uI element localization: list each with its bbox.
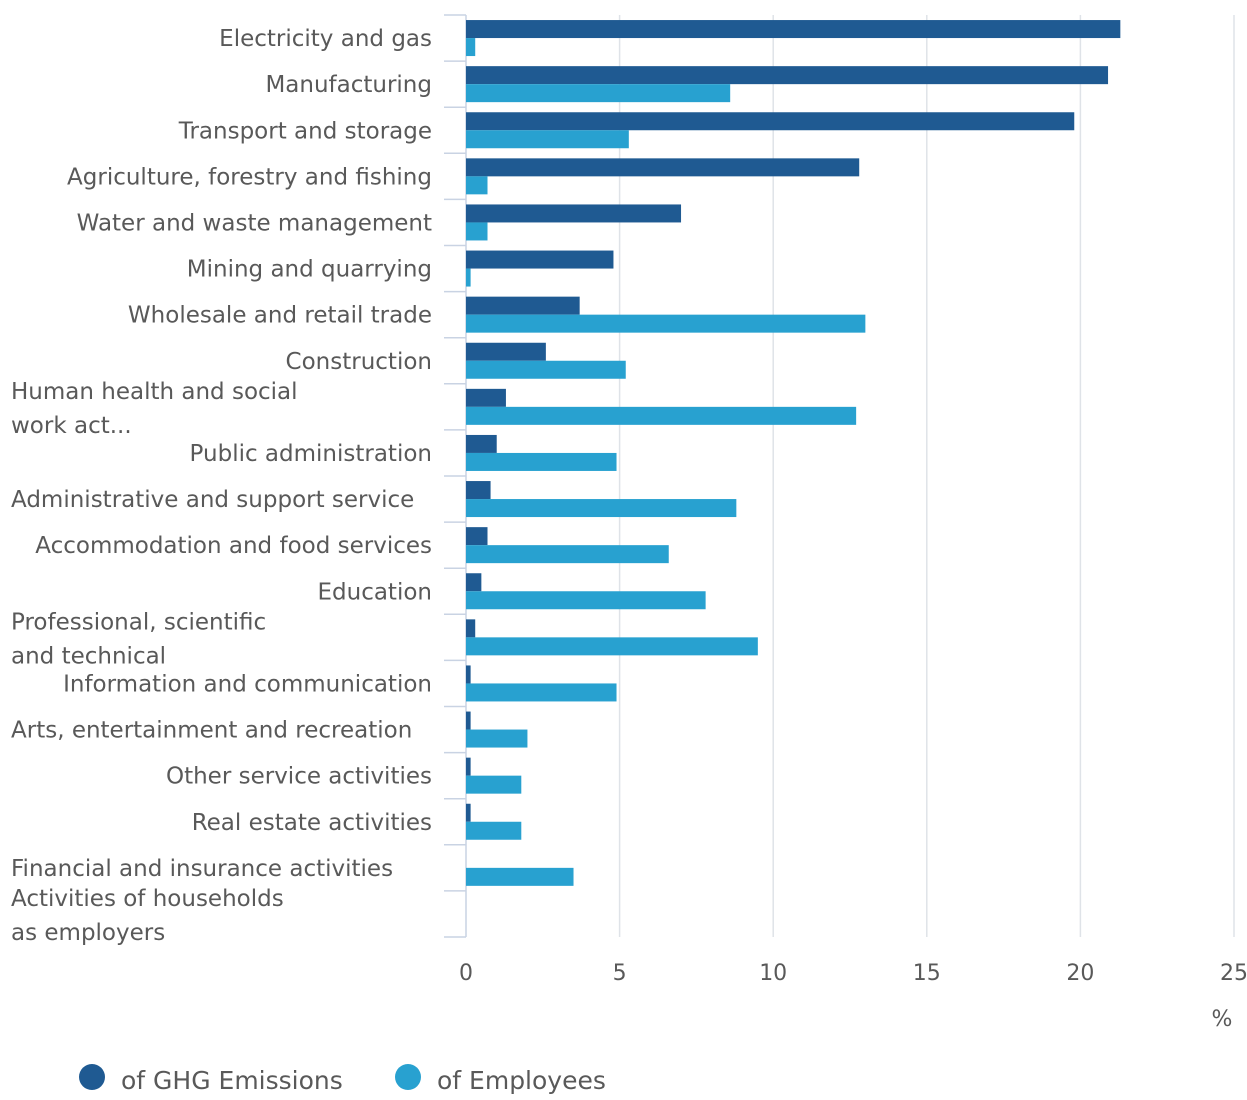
bar-employees [466,268,471,287]
bar-employees [466,130,629,149]
bar-employees [466,683,617,702]
x-tick-label: 10 [759,961,787,986]
bar-ghg-emissions [466,527,488,546]
bar-employees [466,314,866,333]
category-label: Wholesale and retail trade [128,303,432,329]
category-label: Financial and insurance activities [11,856,393,882]
category-label: Construction [286,349,432,375]
bar-employees [466,545,669,564]
x-axis-ticks: 0 5 10 15 20 25 [459,961,1247,986]
category-label-line2: and technical [11,643,166,669]
category-label: Accommodation and food services [35,533,432,559]
bar-employees [466,591,706,610]
legend-label-ghg-emissions: of GHG Emissions [121,1066,343,1095]
category-label: Public administration [190,441,432,467]
category-label-line2: as employers [11,920,165,946]
gridlines [618,15,1235,937]
bar-employees [466,176,488,195]
x-tick-label: 5 [613,961,627,986]
category-label: Activities of households [11,886,284,912]
category-label: Arts, entertainment and recreation [11,718,412,744]
bar-employees [466,360,626,379]
bar-employees [466,775,522,794]
category-label: Mining and quarrying [187,257,432,283]
bar-ghg-emissions [466,803,471,822]
bar-ghg-emissions [466,711,471,730]
category-label: Other service activities [166,764,432,790]
bars [466,20,1121,886]
category-label-line2: work act... [11,413,132,439]
category-label: Agriculture, forestry and fishing [67,164,432,190]
bar-ghg-emissions [466,204,682,223]
legend-label-employees: of Employees [437,1066,606,1095]
category-label: Information and communication [63,671,432,697]
category-axis [444,14,467,938]
bar-ghg-emissions [466,66,1109,85]
bar-employees [466,637,758,656]
x-tick-label: 20 [1066,961,1094,986]
bar-employees [466,222,488,241]
bar-ghg-emissions [466,342,546,361]
category-label: Human health and social [11,379,298,405]
category-labels: Electricity and gas Manufacturing Transpor… [11,26,432,946]
category-label: Water and waste management [77,210,432,236]
bar-ghg-emissions [466,665,471,684]
bar-ghg-emissions [466,619,476,638]
x-axis-unit: % [1212,1007,1233,1032]
bar-ghg-emissions [466,434,497,453]
x-tick-label: 0 [459,961,473,986]
x-tick-label: 15 [913,961,941,986]
bar-ghg-emissions [466,20,1121,39]
category-label: Education [317,579,432,605]
bar-ghg-emissions [466,250,614,269]
bar-employees [466,499,737,518]
bar-ghg-emissions [466,481,491,500]
bar-employees [466,38,476,57]
bar-employees [466,867,574,886]
bar-ghg-emissions [466,158,860,177]
legend-marker-employees [395,1064,421,1090]
bar-employees [466,729,528,748]
category-label: Electricity and gas [219,26,432,52]
legend: of GHG Emissions of Employees [79,1064,606,1095]
bar-employees [466,406,857,425]
category-label: Real estate activities [192,810,432,836]
bar-employees [466,84,731,103]
category-label: Manufacturing [265,72,432,98]
bar-ghg-emissions [466,388,506,407]
bar-ghg-emissions [466,573,482,592]
bar-ghg-emissions [466,296,580,315]
category-label: Administrative and support service [11,487,414,513]
bar-ghg-emissions [466,757,471,776]
bar-ghg-emissions [466,112,1075,131]
bar-employees [466,452,617,471]
x-tick-label: 25 [1220,961,1247,986]
bar-employees [466,821,522,840]
legend-marker-ghg-emissions [79,1064,105,1090]
category-label: Professional, scientific [11,609,266,635]
category-label: Transport and storage [178,118,432,144]
